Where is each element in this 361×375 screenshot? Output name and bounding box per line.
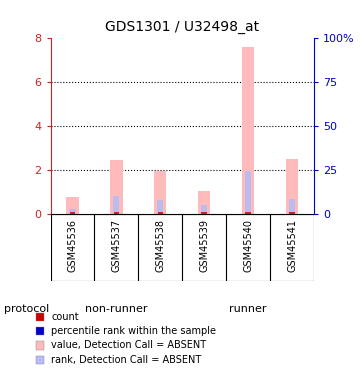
Text: GSM45539: GSM45539 bbox=[199, 219, 209, 272]
Bar bbox=[70, 212, 75, 214]
Bar bbox=[242, 47, 255, 214]
Bar bbox=[158, 212, 163, 214]
Text: value, Detection Call = ABSENT: value, Detection Call = ABSENT bbox=[51, 340, 206, 350]
Bar bbox=[69, 209, 75, 214]
Text: percentile rank within the sample: percentile rank within the sample bbox=[51, 326, 216, 336]
Bar bbox=[201, 212, 207, 214]
Bar bbox=[198, 191, 210, 214]
Text: protocol: protocol bbox=[4, 304, 49, 314]
Bar bbox=[290, 212, 295, 214]
Bar bbox=[157, 200, 164, 214]
Bar bbox=[286, 159, 298, 214]
Text: GSM45537: GSM45537 bbox=[112, 219, 121, 272]
Bar bbox=[245, 212, 251, 214]
Text: GSM45540: GSM45540 bbox=[243, 219, 253, 272]
Text: non-runner: non-runner bbox=[85, 304, 148, 314]
Title: GDS1301 / U32498_at: GDS1301 / U32498_at bbox=[105, 20, 259, 34]
Bar bbox=[110, 160, 123, 214]
Text: GSM45536: GSM45536 bbox=[68, 219, 78, 272]
Text: GSM45541: GSM45541 bbox=[287, 219, 297, 272]
Text: count: count bbox=[51, 312, 79, 322]
Bar bbox=[245, 171, 251, 214]
Bar bbox=[154, 171, 166, 214]
Bar bbox=[113, 196, 119, 214]
Bar bbox=[201, 206, 207, 214]
Text: runner: runner bbox=[230, 304, 267, 314]
Bar bbox=[66, 197, 79, 214]
Text: GSM45538: GSM45538 bbox=[155, 219, 165, 272]
Bar bbox=[289, 200, 295, 214]
Text: rank, Detection Call = ABSENT: rank, Detection Call = ABSENT bbox=[51, 355, 201, 364]
Bar bbox=[114, 212, 119, 214]
